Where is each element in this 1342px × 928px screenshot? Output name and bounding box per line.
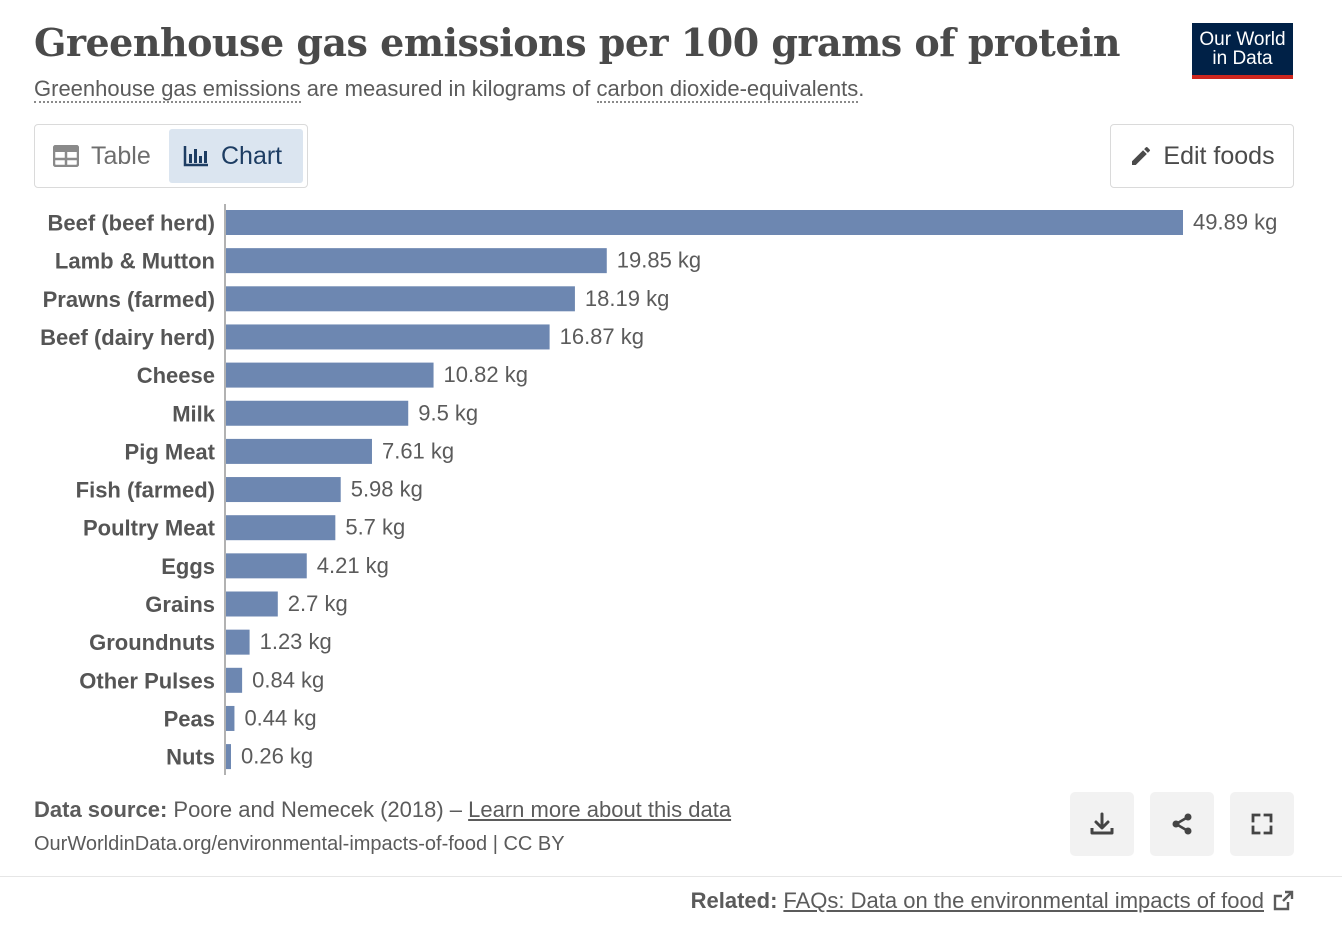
data-source: Data source: Poore and Nemecek (2018) – … <box>34 797 731 823</box>
subtitle-term-ghg[interactable]: Greenhouse gas emissions <box>34 76 301 103</box>
bar[interactable] <box>226 248 607 274</box>
value-label: 19.85 kg <box>617 248 701 273</box>
bar[interactable] <box>226 705 235 731</box>
bar[interactable] <box>226 477 341 503</box>
value-label: 9.5 kg <box>418 400 478 425</box>
fullscreen-icon <box>1251 813 1273 835</box>
bar-chart: Beef (beef herd) 49.89 kg Lamb & Mutton 19.… <box>40 204 1277 775</box>
view-toggle: Table Chart <box>34 124 308 188</box>
source-label: Data source: <box>34 797 168 822</box>
value-label: 0.84 kg <box>252 667 324 692</box>
share-button[interactable] <box>1150 792 1214 856</box>
subtitle-period: . <box>858 76 865 101</box>
table-icon <box>53 145 79 167</box>
value-label: 4.21 kg <box>317 553 389 578</box>
related-link-row: Related: FAQs: Data on the environmental… <box>691 888 1294 914</box>
bar[interactable] <box>226 667 243 693</box>
source-url: OurWorldinData.org/environmental-impacts… <box>34 833 565 855</box>
category-label: Fish (farmed) <box>76 478 215 503</box>
bar[interactable] <box>226 438 372 464</box>
category-label: Cheese <box>137 363 215 388</box>
chart-subtitle: Greenhouse gas emissions are measured in… <box>34 76 865 103</box>
bar[interactable] <box>226 591 278 617</box>
category-label: Grains <box>145 592 215 617</box>
tab-chart[interactable]: Chart <box>169 129 303 183</box>
footer-divider <box>0 876 1342 877</box>
subtitle-text: are measured in kilograms of <box>300 76 597 101</box>
subtitle-term-co2eq[interactable]: carbon dioxide-equivalents <box>596 76 859 103</box>
external-link-icon <box>1273 890 1294 911</box>
bar[interactable] <box>226 629 250 655</box>
bar[interactable] <box>226 324 550 350</box>
learn-more-link[interactable]: Learn more about this data <box>468 797 732 822</box>
category-label: Beef (beef herd) <box>48 211 215 236</box>
category-label: Lamb & Mutton <box>55 249 215 274</box>
logo-line2: in Data <box>1212 48 1273 69</box>
bar[interactable] <box>226 362 434 388</box>
value-label: 0.44 kg <box>244 705 316 730</box>
bar[interactable] <box>226 210 1183 235</box>
edit-foods-label: Edit foods <box>1163 141 1275 170</box>
source-text: Poore and Nemecek (2018) – <box>167 797 469 822</box>
download-button[interactable] <box>1070 792 1134 856</box>
download-icon <box>1090 812 1114 835</box>
fullscreen-button[interactable] <box>1230 792 1294 856</box>
logo-line1: Our World <box>1199 29 1286 50</box>
value-label: 5.7 kg <box>345 515 405 540</box>
share-icon <box>1172 813 1192 835</box>
value-label: 0.26 kg <box>241 744 313 769</box>
edit-foods-button[interactable]: Edit foods <box>1110 124 1294 188</box>
chart-icon <box>183 146 208 167</box>
category-label: Eggs <box>161 554 215 579</box>
value-label: 18.19 kg <box>585 286 669 311</box>
value-label: 16.87 kg <box>560 324 644 349</box>
bar[interactable] <box>226 400 409 426</box>
value-label: 7.61 kg <box>382 438 454 463</box>
bar[interactable] <box>226 515 336 541</box>
category-label: Pig Meat <box>125 439 216 464</box>
category-label: Peas <box>164 706 215 731</box>
tab-table[interactable]: Table <box>39 129 167 183</box>
value-label: 10.82 kg <box>444 362 528 387</box>
value-label: 1.23 kg <box>260 629 332 654</box>
bar[interactable] <box>226 744 231 770</box>
pencil-icon <box>1132 146 1151 165</box>
related-faq-link[interactable]: FAQs: Data on the environmental impacts … <box>783 888 1264 913</box>
value-label: 49.89 kg <box>1193 210 1277 235</box>
chart-title: Greenhouse gas emissions per 100 grams o… <box>34 20 1121 65</box>
tab-table-label: Table <box>91 141 151 170</box>
category-label: Groundnuts <box>89 630 215 655</box>
value-label: 2.7 kg <box>288 591 348 616</box>
bar[interactable] <box>226 286 575 312</box>
category-label: Beef (dairy herd) <box>40 325 215 350</box>
value-label: 5.98 kg <box>351 477 423 502</box>
category-label: Nuts <box>166 745 215 770</box>
related-label: Related: <box>690 888 778 913</box>
category-label: Milk <box>172 401 216 426</box>
bar[interactable] <box>226 553 307 579</box>
category-label: Prawns (farmed) <box>43 287 215 312</box>
tab-chart-label: Chart <box>221 141 283 170</box>
category-label: Other Pulses <box>79 668 215 693</box>
owid-logo[interactable]: Our World in Data <box>1192 23 1293 79</box>
category-label: Poultry Meat <box>83 516 216 541</box>
